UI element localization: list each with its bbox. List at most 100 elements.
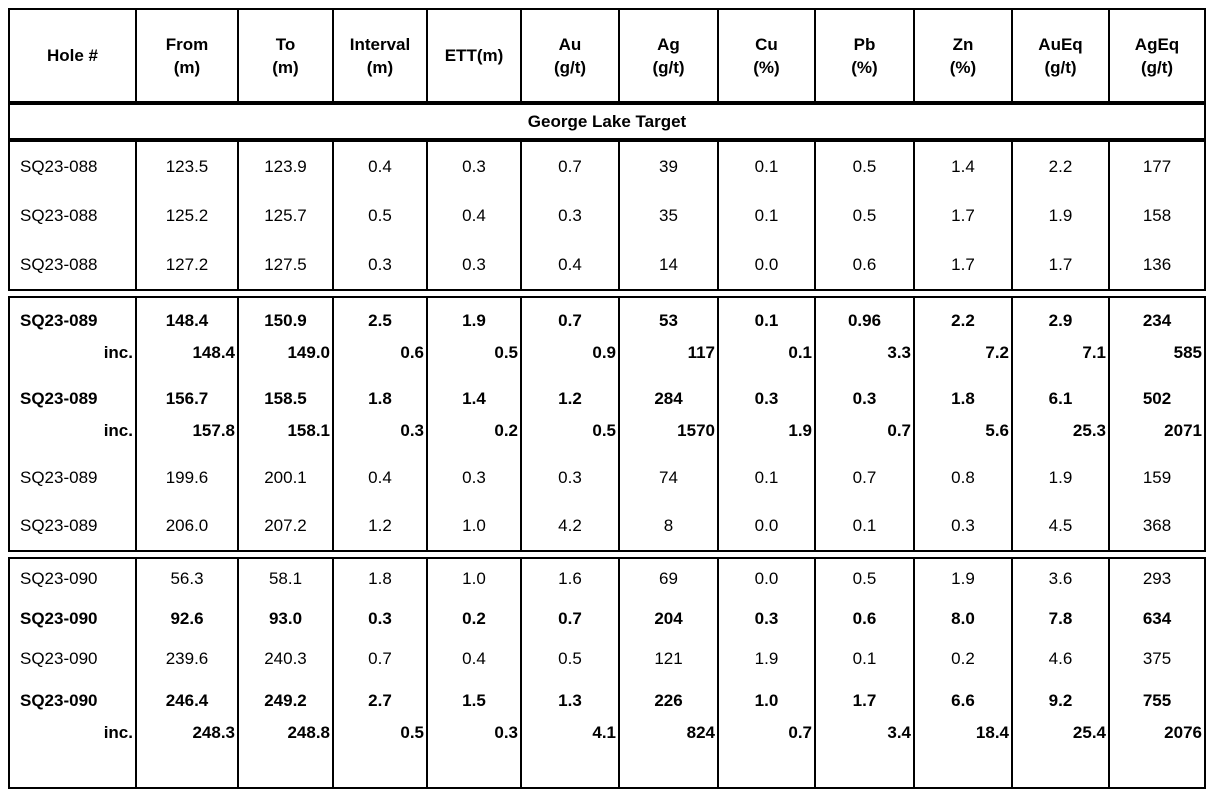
included-interval-value: 18.4 [975,723,1009,742]
column-header-hole: Hole # [10,10,135,101]
cell-value: 0.6 [814,240,913,289]
interval-value: 1.0 [754,691,779,710]
included-interval-value: 248.3 [192,723,235,742]
cell-value: 58.1 [237,559,332,599]
column-header-label: AuEq [1038,34,1083,54]
cell-value: 206.0 [135,502,237,550]
cell-value: 502 2071 [1108,376,1204,454]
table-row-with-included-interval: SQ23-089 inc. 156.7 157.8 158.5 158.1 1.8 0.3 1.… [10,376,1204,454]
cell-value: 4.6 [1011,639,1108,679]
included-interval-value: 157.8 [192,421,235,440]
cell-value: 0.1 [814,639,913,679]
included-interval-value: 3.3 [887,343,911,362]
column-header-label: Ag [657,34,680,54]
interval-value: 9.2 [1048,691,1073,710]
cell-value: 93.0 [237,599,332,639]
cell-value: 0.1 [814,502,913,550]
cell-value: 1.9 0.5 [426,298,520,376]
column-header-unit: (%) [851,57,878,77]
interval-value: 284 [654,389,683,408]
cell-value: 0.3 [520,191,618,240]
cell-value: 0.3 0.7 [814,376,913,454]
table-row: SQ23-090 56.3 58.1 1.8 1.0 1.6 69 0.0 0.5 1.9 3.6 2… [10,559,1204,599]
column-header-cu: Cu (%) [717,10,814,101]
cell-value: 207.2 [237,502,332,550]
included-interval-value: 2076 [1164,723,1202,742]
cell-value: 204 [618,599,717,639]
cell-value: 234 585 [1108,298,1204,376]
column-header-to: To (m) [237,10,332,101]
cell-value: 4.5 [1011,502,1108,550]
cell-value: 2.9 7.1 [1011,298,1108,376]
included-interval-value: 117 [687,343,715,362]
included-interval-value: 0.2 [494,421,518,440]
table-row: SQ23-088 127.2 127.5 0.3 0.3 0.4 14 0.0 0.6 1.7 1.… [10,240,1204,289]
column-header-ett: ETT(m) [426,10,520,101]
column-header-unit: (g/t) [1140,57,1174,77]
cell-hole-id: SQ23-090 [20,569,98,588]
cell-value: 1.4 [913,142,1011,191]
cell-value: 0.4 [426,639,520,679]
cell-value: 0.0 [717,502,814,550]
cell-value: 1.5 0.3 [426,679,520,787]
cell-value: 0.4 [332,454,426,502]
cell-value: 0.3 [426,454,520,502]
interval-value: 156.7 [165,389,209,408]
interval-value: 226 [654,691,683,710]
table-row: SQ23-088 123.5 123.9 0.4 0.3 0.7 39 0.1 0.5 1.4 2.… [10,142,1204,191]
column-header-label: AgEq [1134,34,1180,54]
cell-value: 148.4 148.4 [135,298,237,376]
cell-value: 127.5 [237,240,332,289]
cell-hole-id: SQ23-089 inc. [10,298,135,376]
included-interval-value: 2071 [1164,421,1202,440]
included-interval-value: 1570 [677,421,715,440]
cell-value: 0.3 [332,240,426,289]
cell-value: 0.3 [717,599,814,639]
interval-value: 6.6 [951,691,975,710]
cell-value: 1.8 0.3 [332,376,426,454]
included-interval-value: 0.5 [494,343,518,362]
cell-value: 127.2 [135,240,237,289]
cell-hole-id: SQ23-090 inc. [10,679,135,787]
column-header-unit: (g/t) [652,57,685,77]
included-interval-value: 0.1 [788,343,812,362]
cell-value: 0.3 [426,240,520,289]
cell-value: 0.3 [426,142,520,191]
table-row: SQ23-090 92.6 93.0 0.3 0.2 0.7 204 0.3 0.6 8.0 7.8… [10,599,1204,639]
interval-value: 6.1 [1048,389,1073,408]
cell-value: 249.2 248.8 [237,679,332,787]
cell-value: 0.3 1.9 [717,376,814,454]
cell-value: 158 [1108,191,1204,240]
included-interval-value: 7.2 [985,343,1009,362]
cell-value: 0.5 [520,639,618,679]
interval-value: 1.9 [462,311,486,330]
cell-value: 0.0 [717,240,814,289]
cell-value: 1.9 [913,559,1011,599]
cell-value: 239.6 [135,639,237,679]
interval-value: 150.9 [264,311,307,330]
column-header-pb: Pb (%) [814,10,913,101]
included-interval-value: 25.4 [1072,723,1106,742]
included-interval-value: 1.9 [788,421,812,440]
cell-value: 0.5 [332,191,426,240]
included-interval-value: 0.7 [887,421,911,440]
table-row: SQ23-089 199.6 200.1 0.4 0.3 0.3 74 0.1 0.7 0.8 1.… [10,454,1204,502]
table-row: SQ23-088 125.2 125.7 0.5 0.4 0.3 35 0.1 0.5 1.7 1.… [10,191,1204,240]
cell-value: 1.7 [913,191,1011,240]
cell-value: 121 [618,639,717,679]
included-interval-value: 0.6 [400,343,424,362]
interval-value: 755 [1142,691,1172,710]
cell-value: 1.9 [717,639,814,679]
cell-hole-id: SQ23-090 [20,609,98,628]
column-header-label: ETT(m) [444,46,504,65]
section-title-row: George Lake Target [8,103,1206,140]
cell-value: 246.4 248.3 [135,679,237,787]
cell-value: 1.2 [332,502,426,550]
cell-value: 74 [618,454,717,502]
interval-value: 2.5 [368,311,392,330]
column-header-label: Cu [755,34,778,54]
cell-value: 2.5 0.6 [332,298,426,376]
cell-value: 0.7 [520,599,618,639]
cell-value: 2.2 [1011,142,1108,191]
interval-value: 246.4 [165,691,209,710]
